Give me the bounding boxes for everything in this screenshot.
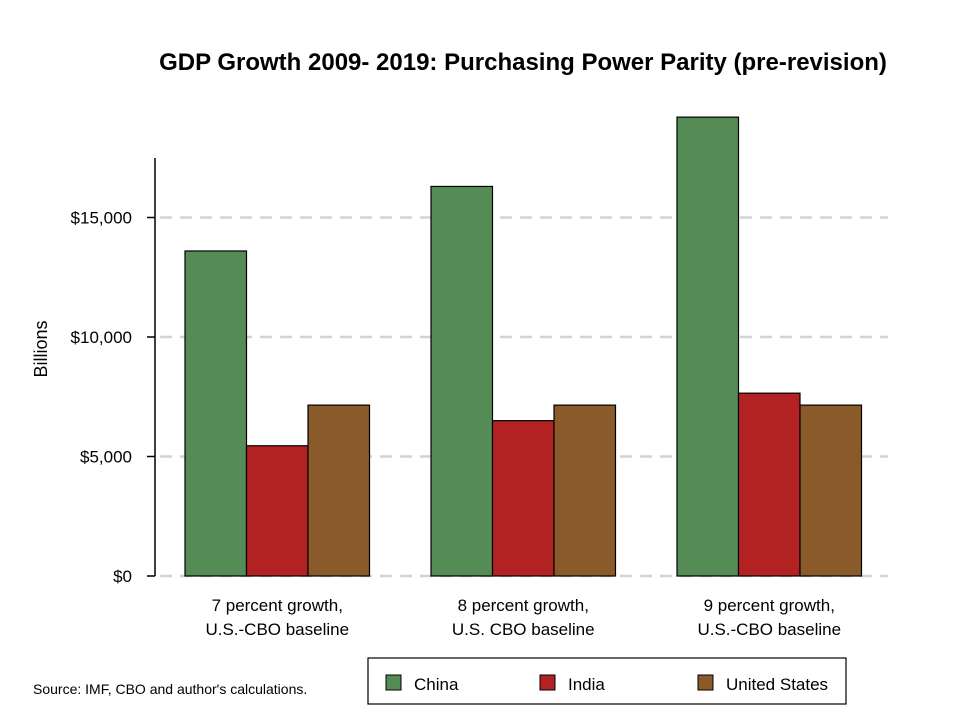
source-note: Source: IMF, CBO and author's calculatio…	[33, 681, 307, 697]
y-tick-label: $0	[113, 567, 132, 586]
legend-swatch	[697, 674, 714, 691]
legend-label: China	[414, 675, 459, 694]
y-axis-title: Billions	[31, 320, 51, 377]
y-tick-label: $15,000	[71, 209, 132, 228]
legend-box	[367, 657, 847, 705]
x-category-label: U.S.-CBO baseline	[697, 620, 841, 639]
x-category-label: 7 percent growth,	[212, 596, 343, 615]
x-category-label: 8 percent growth,	[458, 596, 589, 615]
bar-china	[184, 250, 248, 577]
y-tick-label: $5,000	[80, 448, 132, 467]
bar-united-states	[799, 404, 863, 577]
legend-label: India	[568, 675, 605, 694]
bar-india	[737, 392, 801, 577]
legend-swatch	[539, 674, 556, 691]
x-category-label: U.S.-CBO baseline	[205, 620, 349, 639]
bar-china	[676, 116, 740, 577]
x-category-label: U.S. CBO baseline	[452, 620, 595, 639]
category-labels: 7 percent growth, U.S.-CBO baseline 8 perc…	[205, 596, 841, 639]
bar-india	[245, 445, 309, 577]
x-category-label: 9 percent growth,	[704, 596, 835, 615]
chart-title: GDP Growth 2009- 2019: Purchasing Power …	[159, 49, 887, 76]
legend-swatch	[385, 674, 402, 691]
y-tick-label: $10,000	[71, 328, 132, 347]
legend: China India United States	[385, 674, 828, 694]
bar-china	[430, 185, 494, 577]
bar-united-states	[307, 404, 371, 577]
y-axis-ticks: $0 $5,000 $10,000 $15,000	[71, 209, 155, 586]
legend-label: United States	[726, 675, 828, 694]
bars	[184, 116, 863, 577]
bar-united-states	[553, 404, 617, 577]
bar-india	[491, 420, 555, 577]
